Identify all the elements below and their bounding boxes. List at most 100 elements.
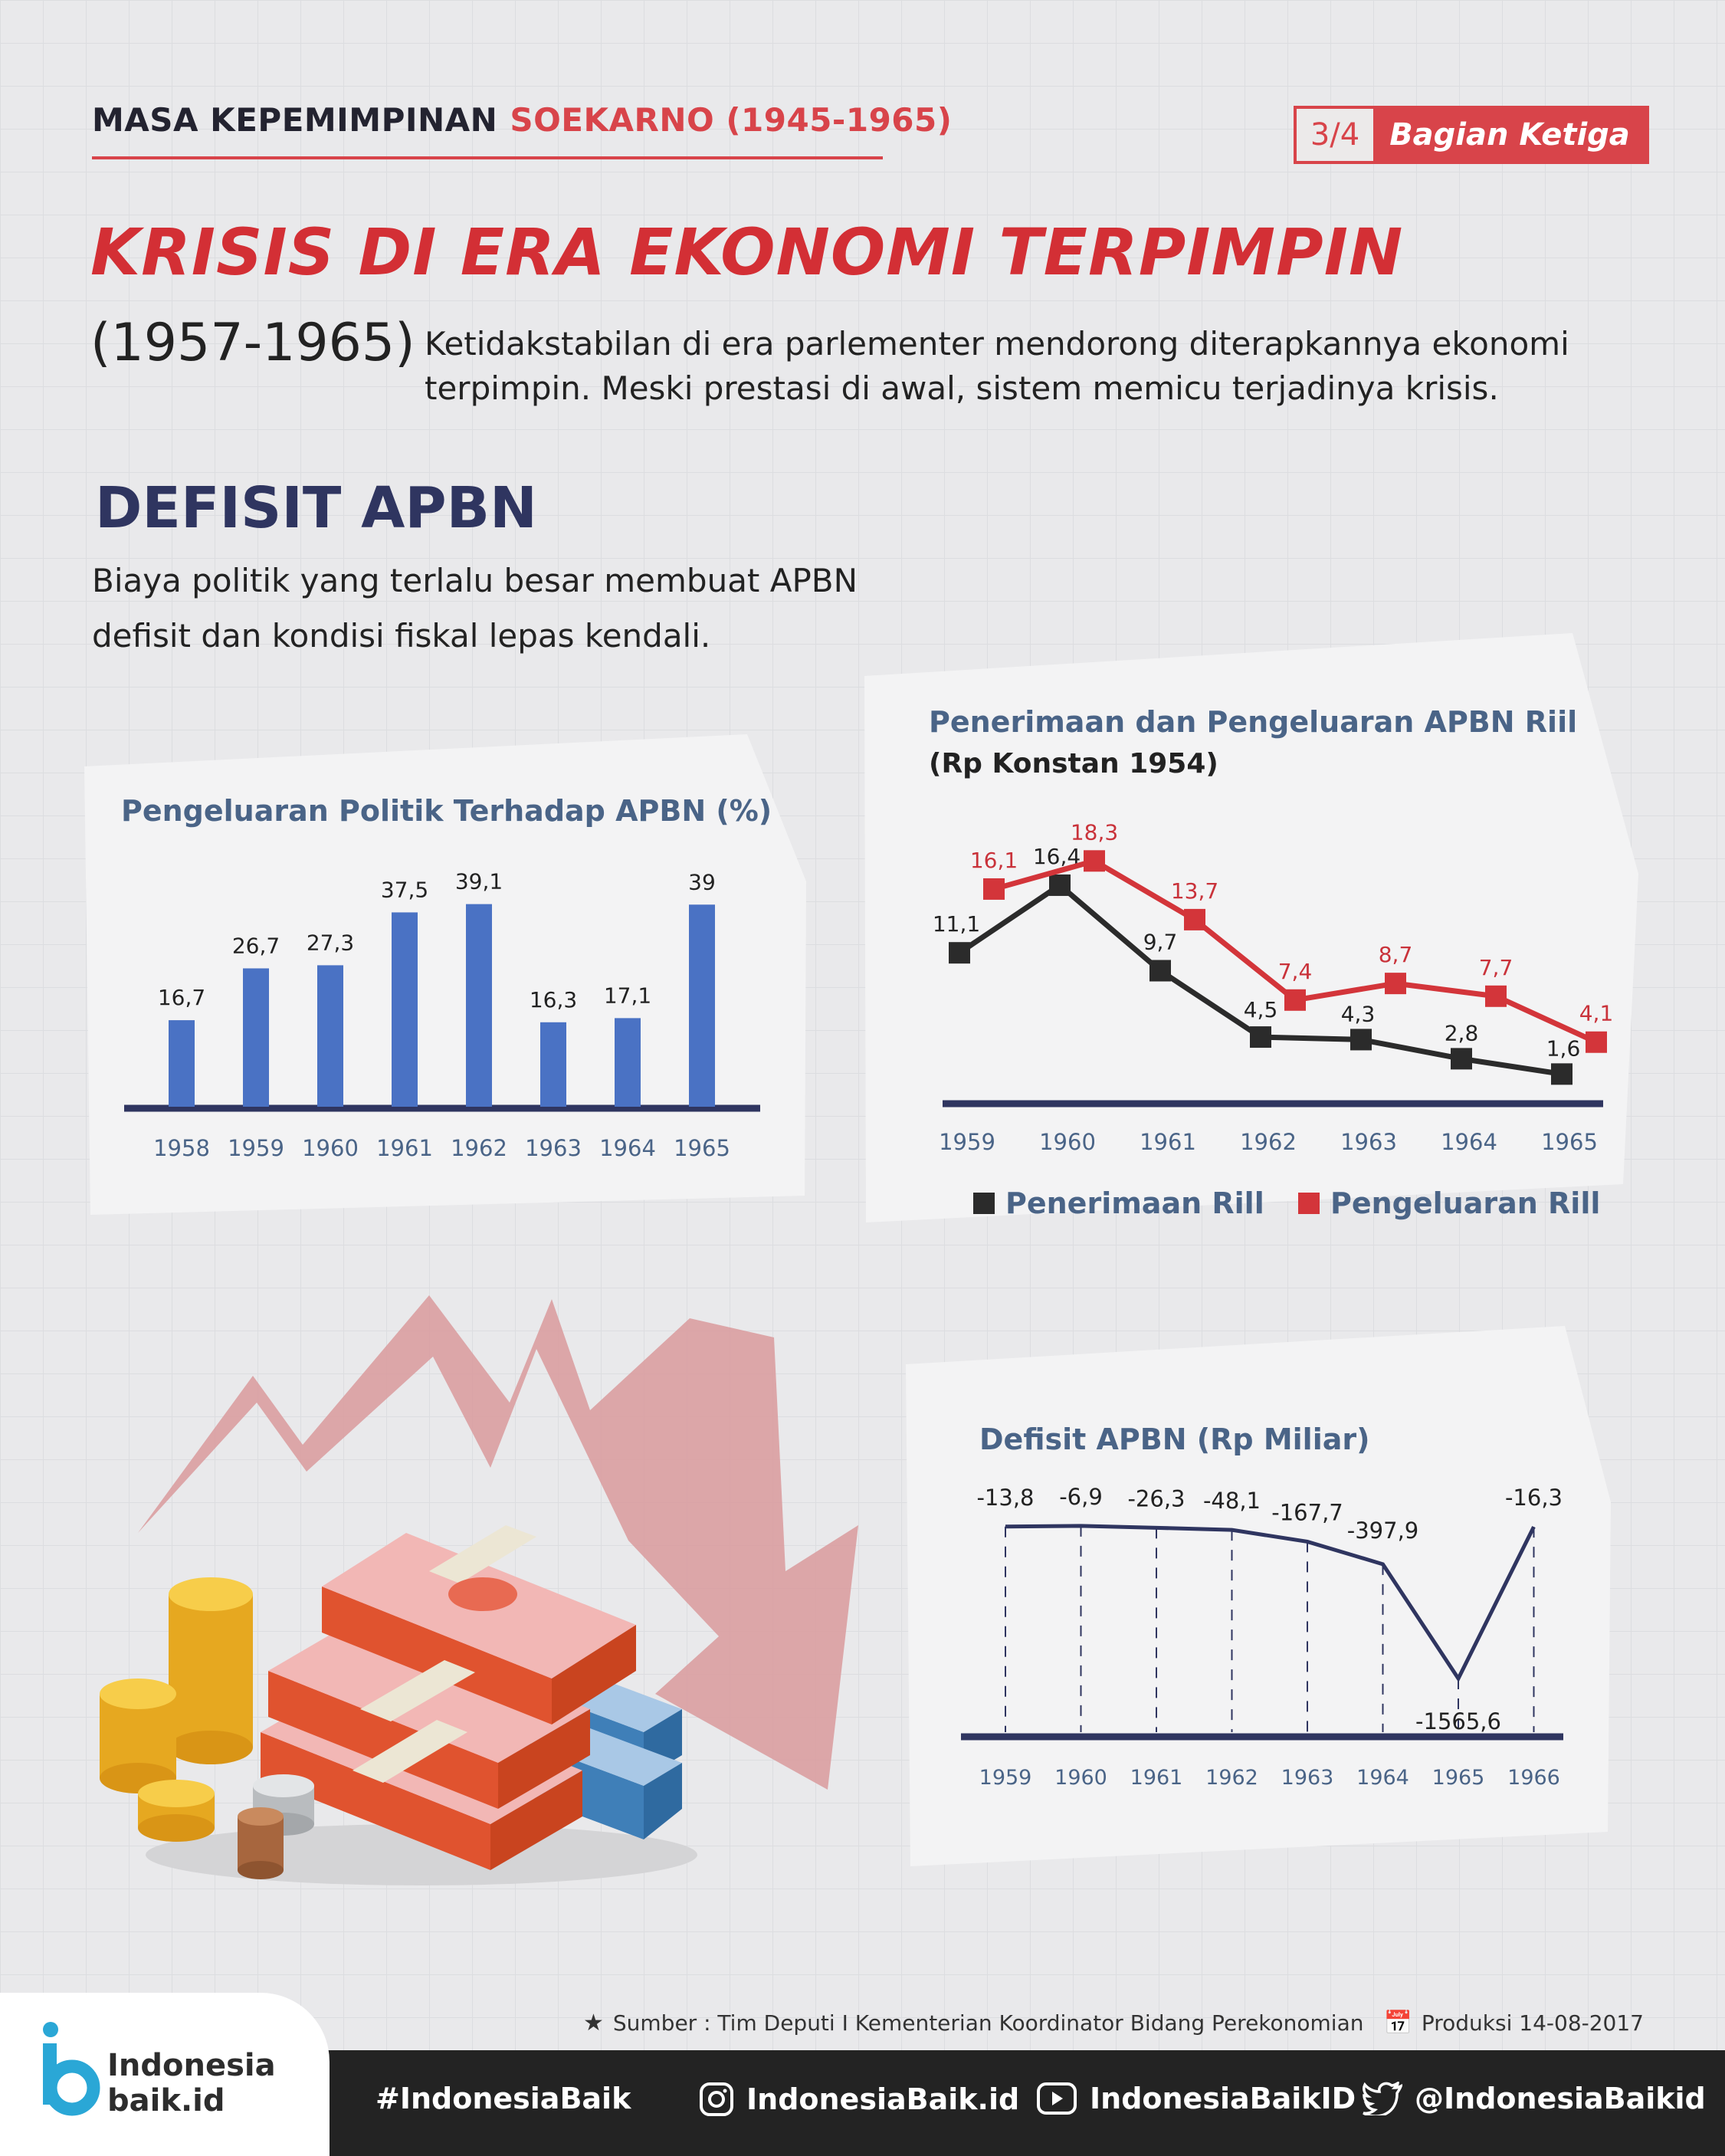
bar-tick-1965: 1965 — [674, 1135, 730, 1161]
deficit-line — [1005, 1524, 1536, 1682]
money-illustration — [100, 1525, 697, 1885]
series-1-label-1964: 7,7 — [1479, 955, 1513, 980]
line-tick-1960: 1960 — [1039, 1129, 1096, 1155]
bar-tick-1958: 1958 — [153, 1135, 210, 1161]
gold-coins — [100, 1577, 253, 1842]
series-line-1 — [993, 858, 1598, 1045]
series-0-label-1964: 2,8 — [1445, 1020, 1479, 1045]
series-0-label-1959: 11,1 — [933, 911, 980, 937]
line-chart-title: Penerimaan dan Pengeluaran APBN Riil — [929, 705, 1578, 739]
production-date: Produksi 14-08-2017 — [1421, 2010, 1644, 2036]
pin-icon: ★ — [582, 2010, 604, 2036]
series-1-point-1961 — [1184, 908, 1205, 930]
deficit-label-1960: -6,9 — [1059, 1484, 1103, 1510]
series-1-point-1963 — [1385, 973, 1406, 995]
bar-label-1958: 16,7 — [158, 985, 205, 1010]
page-title: KRISIS DI ERA EKONOMI TERPIMPIN — [90, 215, 1404, 290]
series-1-point-1965 — [1586, 1031, 1607, 1053]
youtube-handle: IndonesiaBaikID — [1090, 2082, 1356, 2115]
series-1-label-1963: 8,7 — [1379, 942, 1413, 967]
bar-1964 — [615, 1018, 641, 1107]
section-description: Biaya politik yang terlalu besar membuat… — [92, 562, 858, 655]
line-tick-1965: 1965 — [1541, 1129, 1598, 1155]
series-1-label-1959: 16,1 — [970, 848, 1018, 873]
period-label: (1957-1965) — [90, 313, 415, 373]
legend-swatch-pengeluaran — [1298, 1193, 1320, 1214]
deficit-label-1965: -1565,6 — [1415, 1708, 1501, 1734]
legend-pengeluaran: Pengeluaran Rill — [1298, 1186, 1600, 1220]
bar-tick-1960: 1960 — [302, 1135, 359, 1161]
deficit-tick-1959: 1959 — [979, 1766, 1032, 1790]
bar-chart-title: Pengeluaran Politik Terhadap APBN (%) — [121, 794, 772, 828]
part-number: 3/4 — [1297, 109, 1373, 161]
bar-1958 — [169, 1020, 195, 1107]
bar-label-1963: 16,3 — [530, 987, 577, 1012]
bronze-coins — [238, 1807, 284, 1879]
bar-tick-1964: 1964 — [599, 1135, 656, 1161]
instagram-handle: IndonesiaBaik.id — [746, 2082, 1020, 2116]
logo-text[interactable]: Indonesia baik.id — [107, 2048, 276, 2118]
instagram-icon — [700, 2082, 733, 2116]
series-highlight: SOEKARNO (1945-1965) — [510, 101, 953, 139]
line-tick-1962: 1962 — [1240, 1129, 1297, 1155]
legend-swatch-penerimaan — [973, 1193, 995, 1214]
bar-label-1960: 27,3 — [307, 930, 354, 955]
line-tick-1964: 1964 — [1441, 1129, 1497, 1155]
deficit-label-1959: -13,8 — [976, 1485, 1034, 1511]
series-0-label-1963: 4,3 — [1341, 1001, 1376, 1026]
indonesiabaik-logo-icon — [43, 2022, 100, 2116]
deficit-tick-1960: 1960 — [1054, 1766, 1107, 1790]
deficit-chart-title: Defisit APBN (Rp Miliar) — [979, 1423, 1370, 1456]
panel-deficit-paper — [906, 1326, 1611, 1866]
logo-line-1: Indonesia — [107, 2048, 276, 2083]
series-1-label-1960: 18,3 — [1071, 819, 1118, 845]
bar-1959 — [243, 968, 269, 1107]
deficit-label-1966: -16,3 — [1505, 1485, 1563, 1511]
series-0-point-1962 — [1250, 1026, 1271, 1048]
series-1-label-1965: 4,1 — [1579, 1001, 1614, 1026]
twitter-icon — [1363, 2082, 1402, 2115]
deficit-label-1964: -397,9 — [1347, 1518, 1419, 1544]
line-tick-1959: 1959 — [939, 1129, 995, 1155]
series-0-point-1961 — [1149, 960, 1171, 982]
deficit-tick-1961: 1961 — [1130, 1766, 1183, 1790]
bar-label-1964: 17,1 — [604, 983, 651, 1008]
bar-label-1959: 26,7 — [232, 933, 280, 958]
deficit-label-1962: -48,1 — [1203, 1488, 1261, 1514]
part-label: Bagian Ketiga — [1373, 109, 1646, 161]
series-0-point-1963 — [1350, 1029, 1372, 1051]
falling-arrow — [138, 1295, 858, 1790]
bar-tick-1959: 1959 — [228, 1135, 284, 1161]
line-chart: 1959 1960 1961 1962 1963 1964 196511,116,49,74… — [933, 819, 1614, 1155]
twitter-handle: @IndonesiaBaikid — [1415, 2082, 1706, 2115]
part-badge: 3/4 Bagian Ketiga — [1294, 106, 1649, 164]
hashtag-link[interactable]: #IndonesiaBaik — [375, 2082, 631, 2115]
intro-text: Ketidakstabilan di era parlementer mendo… — [425, 325, 1569, 407]
series-1-point-1960 — [1084, 850, 1105, 872]
deficit-tick-1965: 1965 — [1432, 1766, 1485, 1790]
bar-1960 — [317, 965, 343, 1107]
red-bill-stack — [261, 1525, 636, 1870]
deficit-tick-1962: 1962 — [1205, 1766, 1258, 1790]
hashtag-text: #IndonesiaBaik — [375, 2082, 631, 2115]
bar-1965 — [689, 904, 715, 1107]
series-1-point-1962 — [1284, 989, 1306, 1011]
bar-tick-1961: 1961 — [376, 1135, 433, 1161]
series-1-point-1959 — [983, 878, 1005, 900]
series-0-point-1965 — [1551, 1063, 1573, 1085]
twitter-link[interactable]: @IndonesiaBaikid — [1363, 2082, 1706, 2115]
legend-label-pengeluaran: Pengeluaran Rill — [1330, 1186, 1601, 1220]
bar-1962 — [466, 904, 492, 1107]
line-tick-1961: 1961 — [1140, 1129, 1196, 1155]
youtube-icon — [1037, 2082, 1077, 2115]
series-0-label-1961: 9,7 — [1143, 929, 1178, 954]
source-line: ★ Sumber : Tim Deputi I Kementerian Koor… — [583, 2010, 1644, 2036]
youtube-link[interactable]: IndonesiaBaikID — [1036, 2082, 1356, 2115]
bar-chart: 16,7 1958 26,7 1959 27,3 1960 37,5 1961 39,1 1962… — [124, 869, 760, 1161]
bar-label-1965: 39 — [688, 869, 716, 894]
instagram-link[interactable]: IndonesiaBaik.id — [699, 2082, 1019, 2117]
series-0-label-1965: 1,6 — [1546, 1035, 1581, 1061]
bar-label-1961: 37,5 — [381, 877, 428, 902]
series-0-point-1960 — [1049, 874, 1071, 896]
legend-label-penerimaan: Penerimaan Rill — [1005, 1186, 1264, 1220]
